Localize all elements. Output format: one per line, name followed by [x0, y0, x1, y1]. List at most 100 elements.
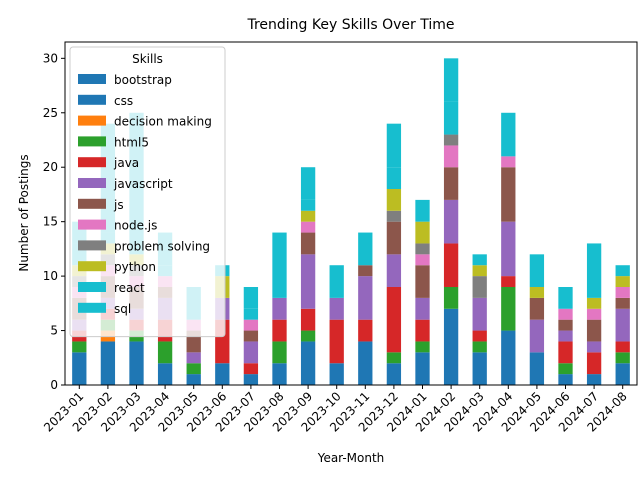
bar-segment-js-2024-07	[586, 319, 602, 342]
bar-segment-sql-2024-04	[501, 112, 516, 157]
bar-segment-java-2023-11	[358, 319, 373, 342]
bar-segment-html5-2023-09	[300, 330, 316, 342]
bar-segment-html5-2023-05	[186, 363, 201, 375]
bar-segment-javascript-2024-03	[472, 297, 487, 331]
bar-segment-sql-2024-01	[415, 199, 430, 222]
legend-label-python: python	[114, 260, 156, 274]
bar-segment-java-2024-02	[443, 243, 459, 287]
legend-swatch-node-js	[78, 219, 106, 230]
bar-segment-java-2024-06	[558, 341, 573, 364]
bar-segment-sql-2023-10	[329, 265, 344, 298]
bar-segment-bootstrap-2024-05	[529, 352, 545, 385]
legend-swatch-javascript	[78, 178, 106, 188]
bar-segment-javascript-2023-11	[358, 276, 373, 320]
y-tick-label-5: 5	[50, 324, 58, 338]
legend-swatch-sql	[78, 302, 106, 313]
bar-segment-node-js-2024-08	[615, 287, 630, 298]
bar-segment-java-2023-10	[329, 319, 344, 364]
bar-segment-react-2024-02	[443, 101, 459, 135]
bar-segment-javascript-2023-12	[386, 254, 402, 287]
bar-segment-js-2024-06	[558, 319, 573, 331]
bar-segment-javascript-2024-04	[501, 221, 516, 277]
bar-segment-python-2024-05	[529, 287, 545, 298]
bar-segment-js-2023-07	[243, 330, 259, 342]
bar-segment-bootstrap-2023-05	[186, 374, 201, 385]
bar-segment-node-js-2024-04	[501, 156, 516, 168]
bar-segment-java-2024-04	[501, 276, 516, 287]
bar-segment-sql-2023-08	[272, 232, 287, 287]
bar-segment-bootstrap-2024-01	[415, 352, 430, 385]
bar-segment-javascript-2024-01	[415, 297, 430, 320]
bar-segment-bootstrap-2023-12	[386, 363, 402, 385]
bar-segment-html5-2024-02	[443, 287, 459, 309]
bar-segment-sql-2024-03	[472, 254, 487, 266]
bar-segment-bootstrap-2023-01	[72, 352, 87, 385]
bar-segment-bootstrap-2024-03	[472, 352, 487, 385]
bar-segment-bootstrap-2023-07	[243, 374, 259, 385]
legend-label-problem-solving: problem solving	[114, 239, 210, 253]
y-tick-label-10: 10	[43, 269, 58, 283]
legend-swatch-html5	[78, 136, 106, 147]
plot-frame	[64, 41, 638, 386]
bar-segment-html5-2024-04	[501, 287, 516, 331]
legend-label-node-js: node.js	[114, 219, 157, 233]
bar-segment-bootstrap-2023-06	[215, 363, 230, 385]
legend-label-javascript: javascript	[113, 177, 173, 191]
bar-segment-node-js-2024-02	[443, 145, 459, 168]
bar-segment-python-2024-01	[415, 221, 430, 244]
legend-swatch-decision-making	[78, 115, 106, 126]
bar-segment-javascript-2023-07	[243, 341, 259, 364]
y-tick-label-30: 30	[43, 51, 58, 65]
bar-segment-node-js-2023-09	[300, 221, 316, 233]
y-axis: 0 5 10 15 20 25 30	[43, 51, 65, 392]
bar-segment-bootstrap-2023-04	[157, 363, 173, 385]
bar-segment-bootstrap-2023-03	[129, 341, 144, 385]
bar-segment-javascript-2023-10	[329, 297, 344, 320]
bar-segment-java-2023-12	[386, 287, 402, 353]
y-tick-label-20: 20	[43, 160, 58, 174]
bar-segment-html5-2023-01	[72, 341, 87, 353]
bar-segment-problem-solving-2024-03	[472, 276, 487, 298]
bar-segment-node-js-2024-06	[558, 308, 573, 320]
legend-swatch-bootstrap	[78, 74, 106, 84]
bar-segment-node-js-2024-07	[586, 308, 602, 320]
y-axis-label: Number of Postings	[17, 154, 31, 271]
bar-segment-node-js-2024-01	[415, 254, 430, 266]
bar-segment-node-js-2023-07	[243, 319, 259, 331]
bar-segment-bootstrap-2023-08	[272, 363, 287, 385]
bar-segment-python-2024-03	[472, 265, 487, 277]
legend-label-react: react	[114, 281, 145, 295]
bar-segment-javascript-2024-02	[443, 199, 459, 244]
bar-segment-javascript-2024-06	[558, 330, 573, 342]
bar-segment-html5-2024-03	[472, 341, 487, 353]
y-tick-label-25: 25	[43, 106, 58, 120]
legend-label-bootstrap: bootstrap	[114, 73, 172, 87]
x-axis: 2023-012023-022023-032023-042023-052023-…	[41, 385, 630, 435]
legend-label-html5: html5	[114, 135, 149, 149]
legend-swatch-problem-solving	[78, 240, 106, 251]
bar-segment-python-2023-12	[386, 189, 402, 211]
bar-segment-python-2023-09	[300, 210, 316, 222]
bar-segment-html5-2024-06	[558, 363, 573, 375]
bar-segment-javascript-2023-09	[300, 254, 316, 309]
chart-title: Trending Key Skills Over Time	[246, 17, 454, 33]
bar-segment-bootstrap-2024-08	[615, 363, 630, 385]
bar-segment-java-2024-07	[586, 352, 602, 375]
bar-segment-react-2023-07	[243, 308, 259, 320]
bar-segment-python-2024-08	[615, 276, 630, 287]
bar-segment-bootstrap-2023-02	[100, 341, 116, 385]
bar-segment-sql-2024-02	[443, 58, 459, 102]
bar-segment-react-2023-08	[272, 287, 287, 298]
bar-segment-bootstrap-2024-06	[558, 374, 573, 385]
bar-segment-html5-2023-04	[157, 341, 173, 364]
legend-swatch-java	[78, 157, 106, 168]
legend-swatch-react	[78, 282, 106, 292]
legend-title: Skills	[132, 52, 163, 66]
bar-segment-sql-2023-09	[300, 167, 316, 200]
bar-segment-java-2024-08	[615, 341, 630, 353]
bar-segment-bootstrap-2023-10	[329, 363, 344, 385]
bar-segment-js-2024-02	[443, 167, 459, 200]
bar-segment-javascript-2024-07	[586, 341, 602, 353]
bar-segment-bootstrap-2024-07	[586, 374, 602, 385]
legend-label-sql: sql	[114, 302, 131, 316]
